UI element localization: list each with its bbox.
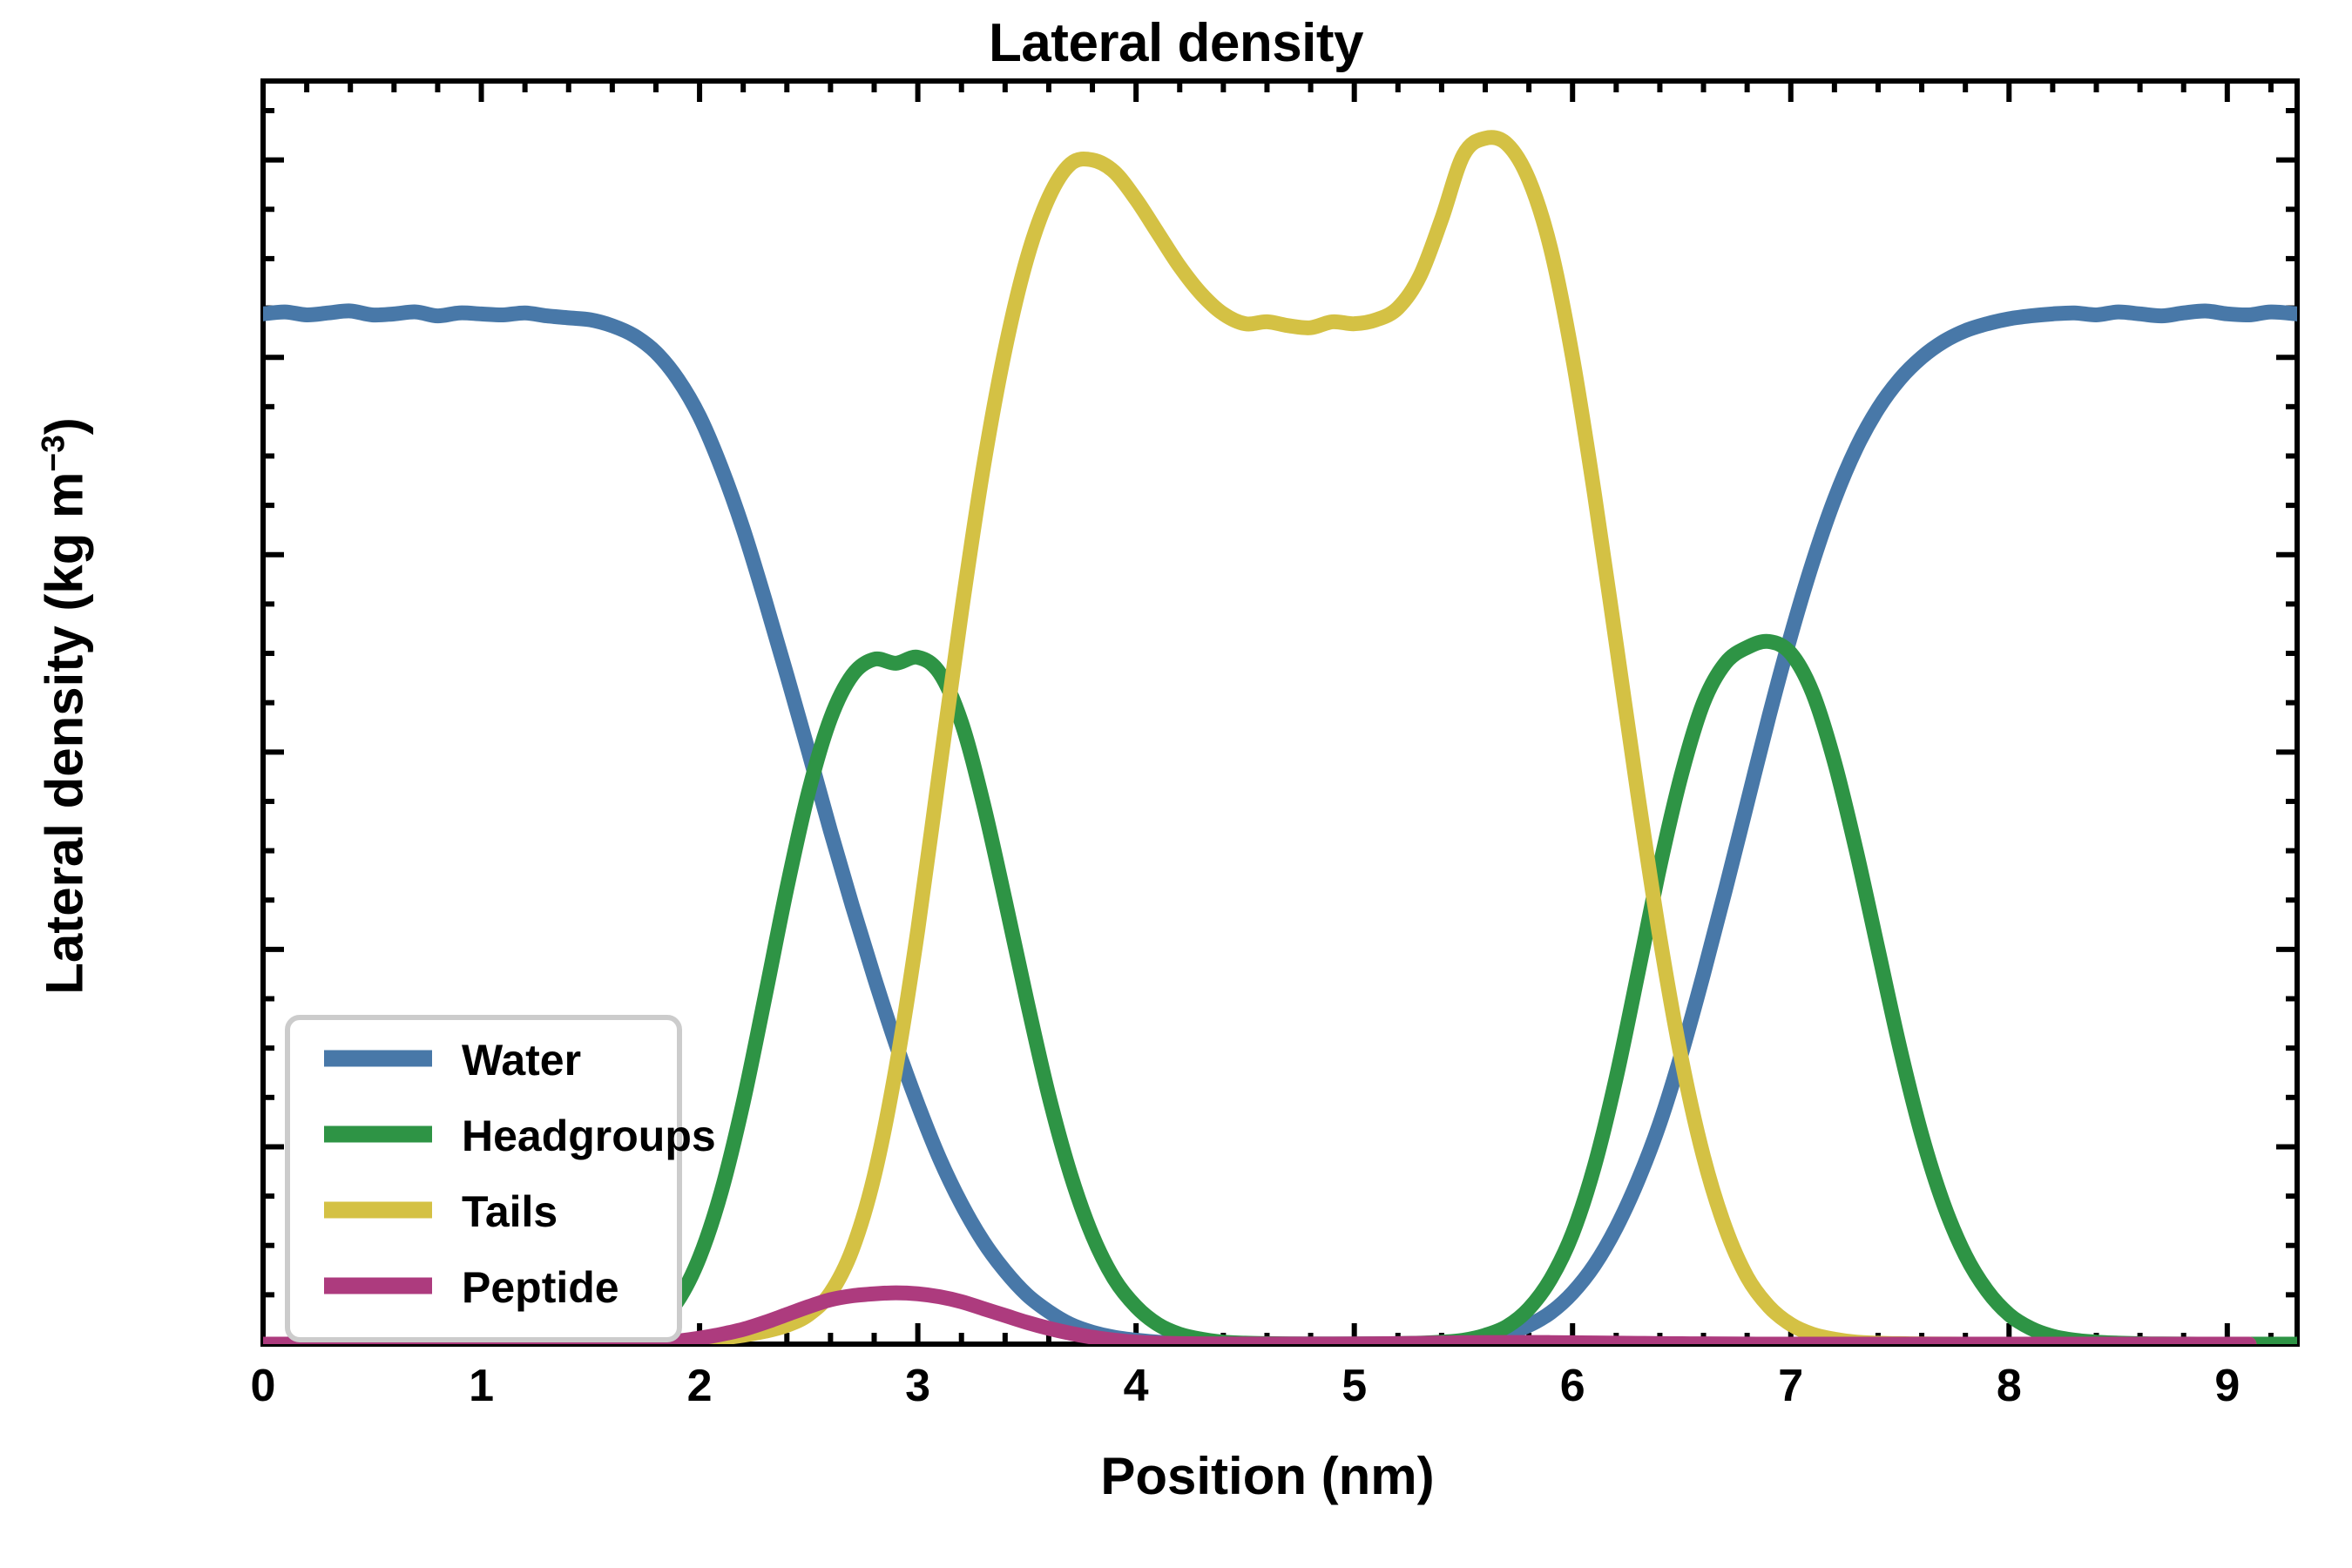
x-tick-label: 4 xyxy=(1123,1361,1149,1411)
x-tick-label: 8 xyxy=(1996,1361,2022,1411)
legend-label-tails: Tails xyxy=(462,1187,558,1236)
chart-title: Lateral density xyxy=(988,13,1364,73)
x-tick-label: 6 xyxy=(1559,1361,1585,1411)
series-line-peptide xyxy=(263,1285,2257,1344)
legend-label-peptide: Peptide xyxy=(462,1263,619,1312)
x-tick-label: 0 xyxy=(250,1361,276,1411)
x-tick-label: 3 xyxy=(905,1361,931,1411)
legend-label-headgroups: Headgroups xyxy=(462,1112,716,1160)
x-tick-label: 1 xyxy=(469,1361,494,1411)
x-tick-label: 2 xyxy=(686,1361,713,1411)
x-tick-label: 9 xyxy=(2214,1361,2240,1411)
x-tick-label: 5 xyxy=(1342,1361,1368,1411)
legend-box xyxy=(285,1015,682,1342)
chart-legend: Water Headgroups Tails Peptide xyxy=(285,1015,716,1342)
x-axis-label: Position (nm) xyxy=(1100,1447,1435,1505)
x-tick-label: 7 xyxy=(1778,1361,1804,1411)
legend-label-water: Water xyxy=(462,1036,581,1085)
